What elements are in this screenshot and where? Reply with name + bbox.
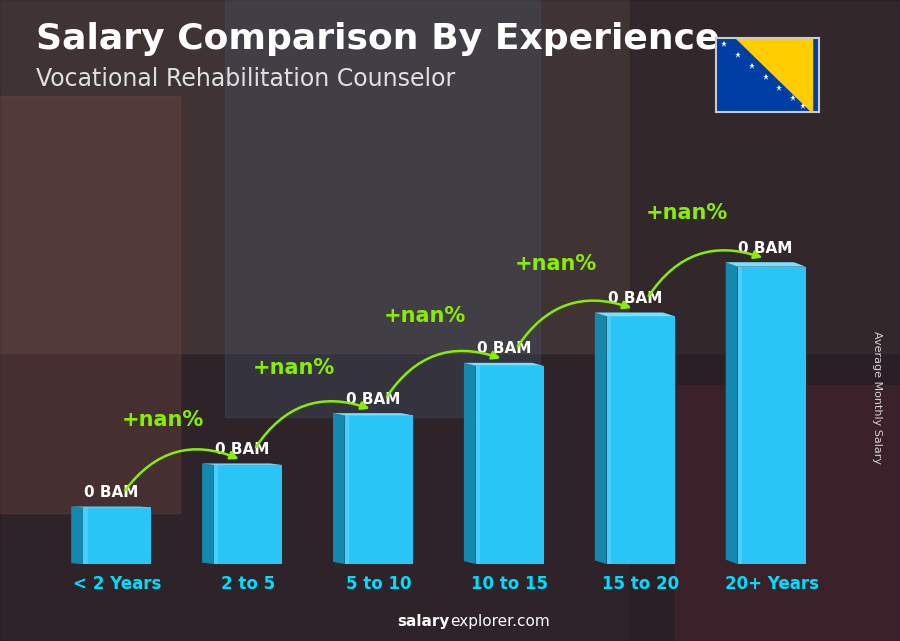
Polygon shape [595, 313, 675, 316]
Bar [214, 465, 282, 564]
Text: +nan%: +nan% [383, 306, 466, 326]
Polygon shape [607, 316, 611, 564]
Polygon shape [214, 465, 219, 564]
Polygon shape [736, 38, 812, 112]
Polygon shape [725, 262, 806, 267]
Polygon shape [737, 267, 742, 564]
Polygon shape [202, 463, 282, 465]
Text: 0 BAM: 0 BAM [477, 342, 531, 356]
Polygon shape [345, 415, 349, 564]
Text: 0 BAM: 0 BAM [608, 291, 662, 306]
Bar [607, 316, 675, 564]
Polygon shape [595, 313, 607, 564]
Polygon shape [0, 96, 180, 513]
Polygon shape [225, 0, 540, 417]
Polygon shape [333, 413, 345, 564]
Text: +nan%: +nan% [253, 358, 335, 378]
Polygon shape [476, 366, 481, 564]
Polygon shape [202, 463, 214, 564]
Text: +nan%: +nan% [122, 410, 204, 429]
Polygon shape [71, 506, 83, 564]
Bar [83, 508, 151, 564]
Text: +nan%: +nan% [645, 203, 727, 223]
Text: Average Monthly Salary: Average Monthly Salary [872, 331, 883, 464]
Polygon shape [675, 385, 900, 641]
Polygon shape [464, 363, 476, 564]
Polygon shape [0, 0, 900, 353]
Text: 0 BAM: 0 BAM [215, 442, 269, 457]
Text: Vocational Rehabilitation Counselor: Vocational Rehabilitation Counselor [36, 67, 455, 91]
Text: 0 BAM: 0 BAM [84, 485, 139, 500]
Polygon shape [725, 262, 737, 564]
Polygon shape [83, 508, 87, 564]
Text: explorer.com: explorer.com [450, 615, 550, 629]
Bar [476, 366, 544, 564]
Text: +nan%: +nan% [515, 254, 597, 274]
Text: Salary Comparison By Experience: Salary Comparison By Experience [36, 22, 719, 56]
Text: salary: salary [398, 615, 450, 629]
Text: 0 BAM: 0 BAM [739, 241, 793, 256]
Bar [345, 415, 413, 564]
Polygon shape [71, 506, 151, 508]
Bar [737, 267, 806, 564]
Polygon shape [333, 413, 413, 415]
Polygon shape [464, 363, 544, 366]
Polygon shape [630, 0, 900, 641]
Text: 0 BAM: 0 BAM [346, 392, 400, 407]
